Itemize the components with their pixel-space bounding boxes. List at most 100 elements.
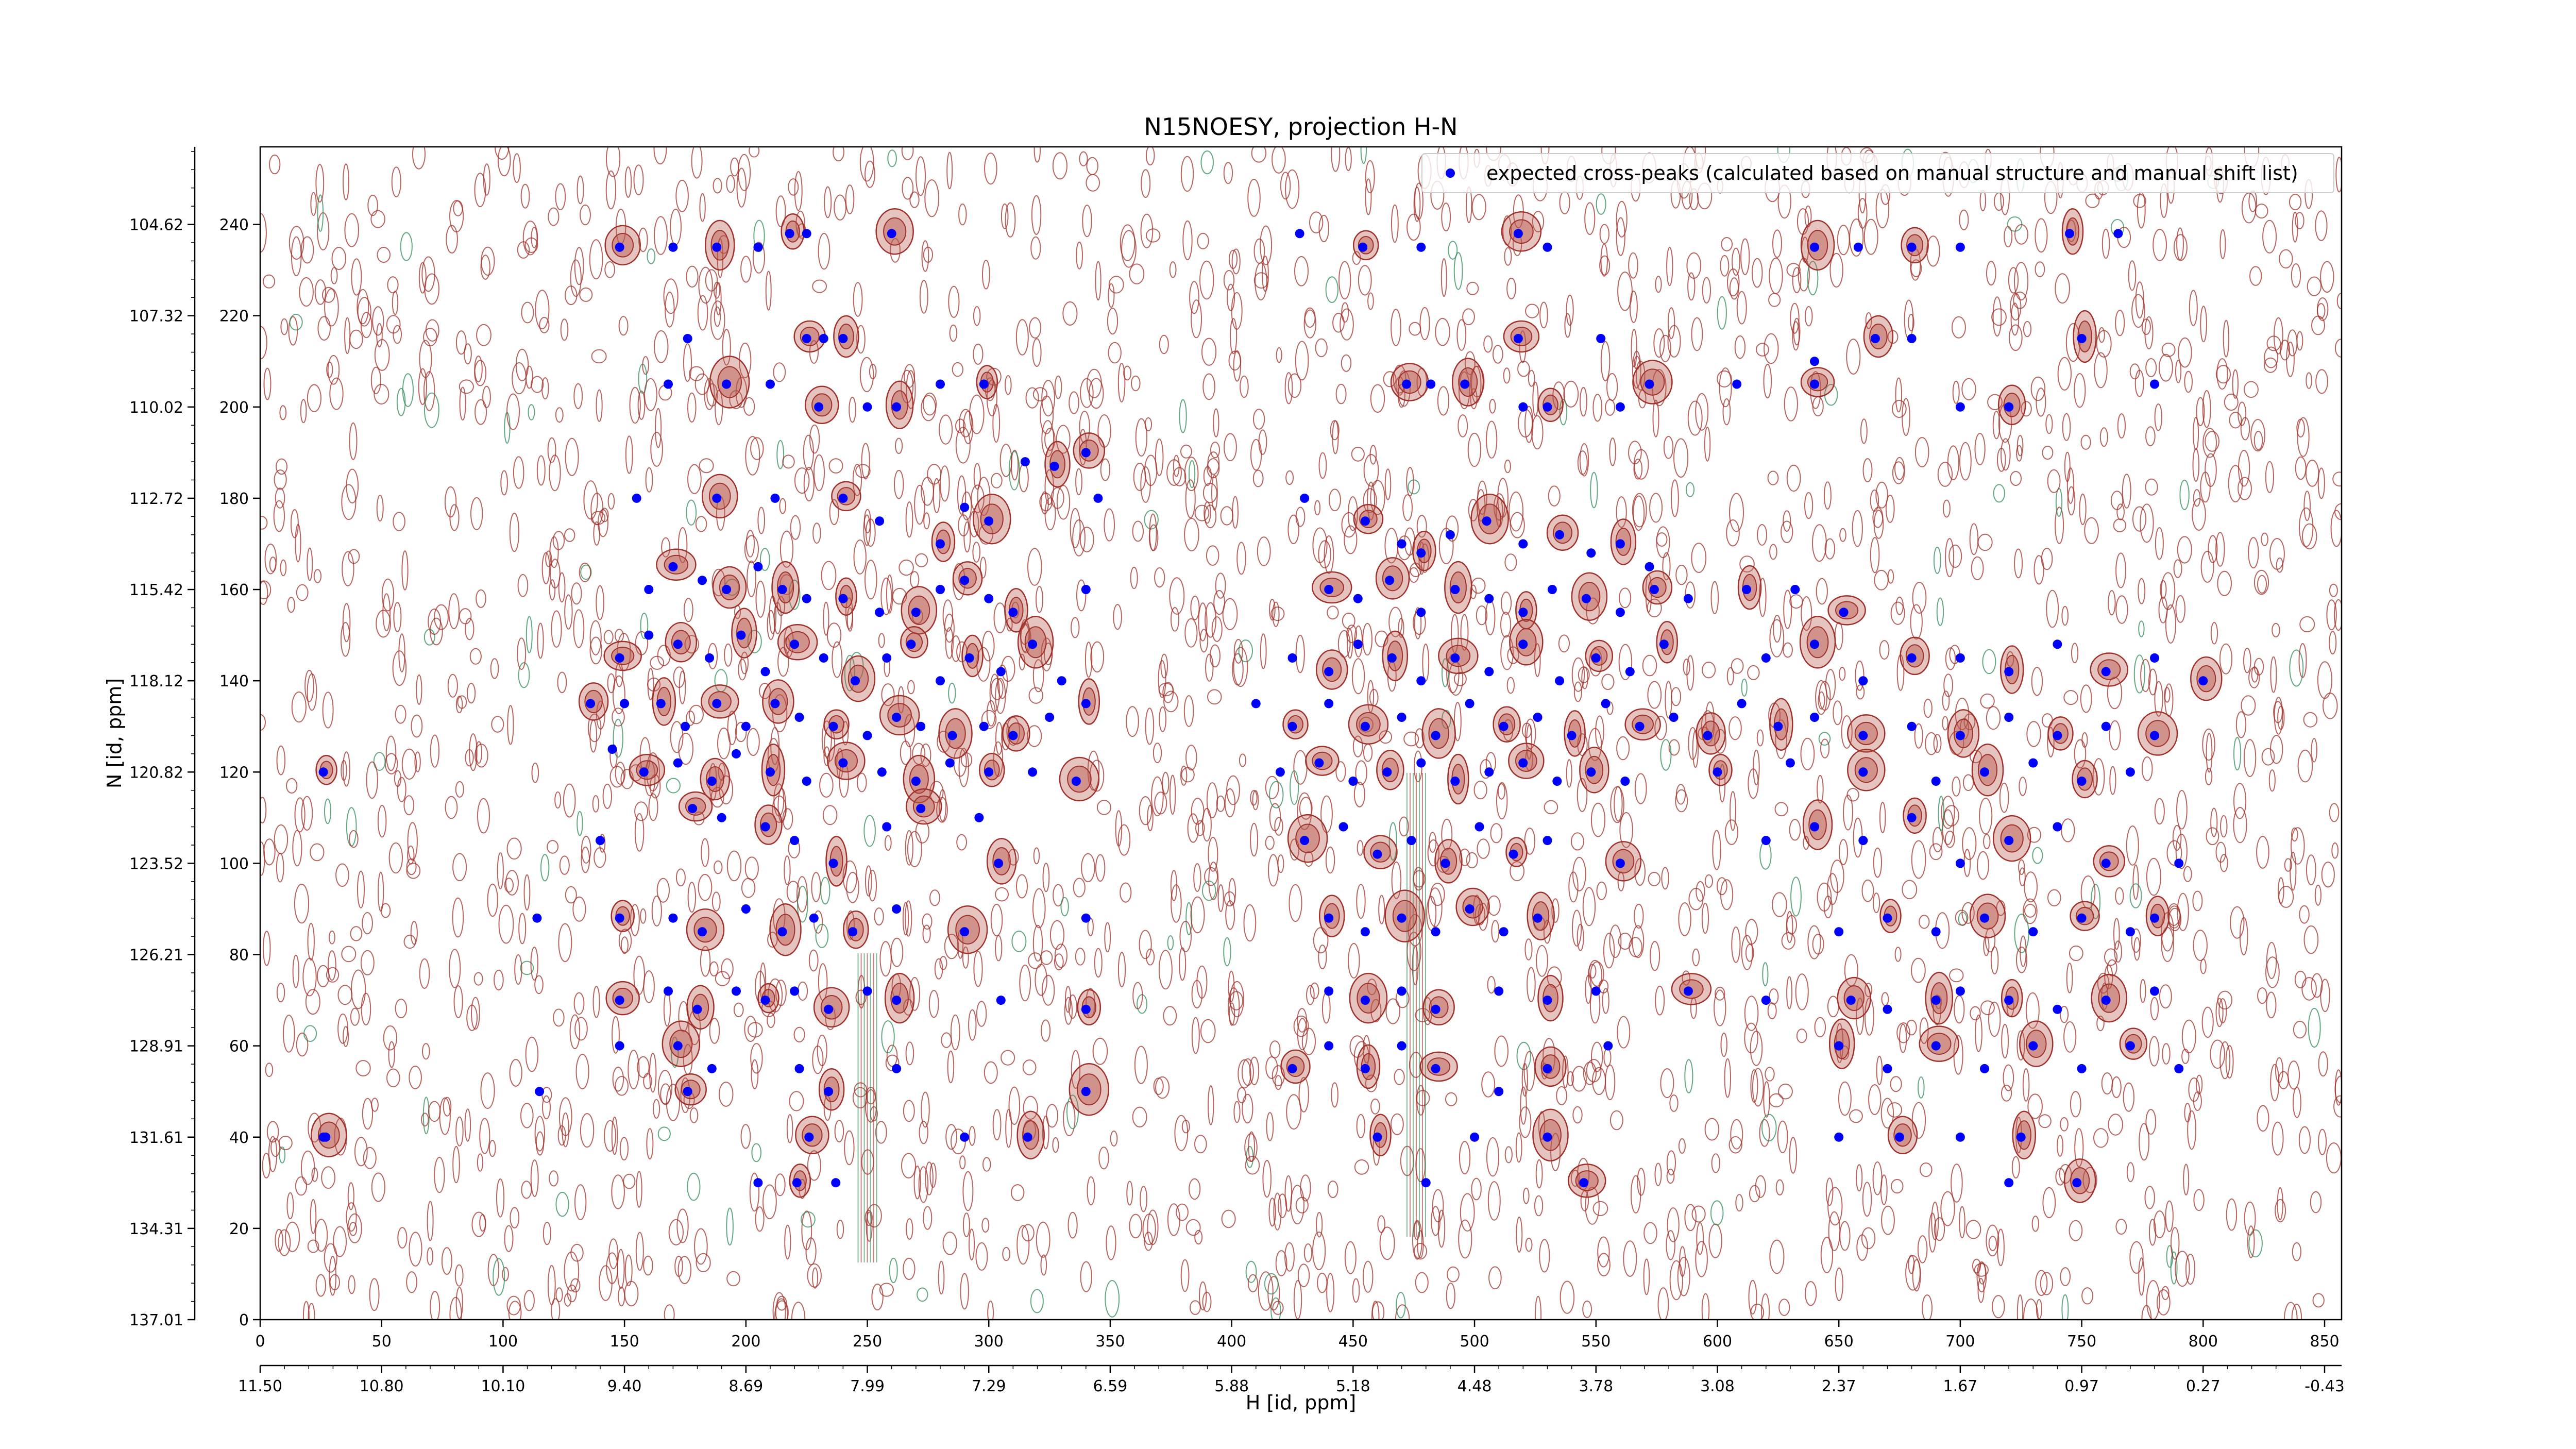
cross-peak-point [620, 699, 630, 709]
noise-contour [959, 409, 973, 437]
noise-contour [1778, 1083, 1793, 1100]
noise-contour [2219, 1041, 2231, 1080]
noise-contour [2266, 991, 2277, 1019]
noise-contour [2146, 1280, 2160, 1320]
noise-contour [2333, 1095, 2342, 1118]
noise-contour [1180, 156, 1194, 192]
noise-contour [944, 934, 959, 959]
noise-contour [1879, 640, 1890, 660]
noise-contour [1199, 260, 1214, 300]
noise-contour [1952, 380, 1960, 404]
noise-contour [1223, 162, 1233, 184]
noise-contour [868, 870, 877, 902]
cross-peak-point [707, 1064, 717, 1073]
noise-contour [2146, 857, 2161, 896]
noise-contour [1747, 665, 1760, 680]
noise-contour [1196, 965, 1208, 999]
noise-contour [2206, 827, 2219, 846]
noise-contour [1679, 1246, 1686, 1277]
noise-contour [2296, 331, 2303, 351]
noise-contour [1269, 803, 1281, 832]
cross-peak-point [960, 927, 970, 937]
noise-contour [821, 720, 832, 758]
noise-contour [1437, 1209, 1446, 1248]
noise-contour [1752, 1068, 1764, 1107]
noise-contour [2275, 1199, 2286, 1223]
cross-peak-point [732, 986, 741, 996]
noise-contour [307, 673, 317, 711]
noise-contour [684, 635, 699, 654]
noise-contour [1030, 236, 1041, 260]
noise-contour [986, 700, 996, 727]
noise-contour [2055, 507, 2064, 544]
noise-contour [1948, 544, 1962, 568]
cross-peak-point [753, 242, 763, 252]
cross-peak-point [760, 822, 770, 832]
y-ppm-tick-label: 110.02 [129, 399, 183, 417]
noise-contour [1975, 1014, 1982, 1052]
noise-contour [903, 1100, 915, 1122]
noise-contour [1773, 615, 1782, 643]
noise-contour [2047, 727, 2055, 757]
noise-contour [453, 985, 463, 1018]
noise-contour [1228, 970, 1235, 1002]
cross-peak-point [2077, 1064, 2087, 1073]
noise-contour [330, 267, 338, 284]
noise-contour [2145, 358, 2157, 377]
noise-contour [1786, 976, 1793, 1009]
noise-contour [991, 473, 1003, 488]
cross-peak-point [960, 576, 970, 585]
noise-contour [1490, 823, 1503, 844]
noise-contour [1327, 1181, 1338, 1198]
cross-peak-point [639, 767, 649, 777]
cross-peak-point [1543, 1064, 1552, 1073]
noise-contour [1861, 1227, 1876, 1250]
noise-contour [1728, 1136, 1742, 1154]
noise-contour [1187, 813, 1199, 843]
noise-contour [1265, 835, 1275, 850]
noise-contour [494, 969, 504, 991]
noise-contour [565, 285, 578, 306]
cross-peak-point [887, 229, 896, 239]
noise-contour [1032, 387, 1048, 401]
noise-contour [370, 366, 382, 394]
noise-contour [2219, 854, 2228, 872]
noise-contour [1419, 307, 1430, 341]
noise-contour [2314, 884, 2321, 906]
noise-contour [923, 1206, 933, 1230]
noise-contour [2148, 1219, 2157, 1246]
noise-contour [1088, 378, 1104, 409]
noise-contour [260, 797, 267, 823]
noise-contour [536, 455, 546, 486]
noise-contour [1360, 147, 1367, 164]
noise-contour [919, 280, 928, 314]
noise-contour [801, 1210, 812, 1251]
noise-contour [2014, 224, 2028, 245]
noise-contour [1894, 947, 1902, 962]
noise-contour [757, 507, 765, 534]
noise-contour [406, 858, 417, 875]
noise-contour [1318, 945, 1327, 969]
noise-contour [1129, 1214, 1143, 1239]
noise-contour [1954, 995, 1965, 1024]
noise-contour [2116, 503, 2125, 520]
noise-contour [1371, 1301, 1380, 1320]
noise-contour [1297, 1018, 1308, 1051]
noise-contour [1041, 380, 1055, 417]
noise-contour [549, 579, 556, 601]
noise-contour [344, 317, 351, 355]
noise-contour [1600, 243, 1608, 277]
cross-peak-point [851, 676, 860, 686]
noise-contour [2007, 216, 2023, 232]
noise-contour [1653, 328, 1665, 358]
noise-contour [1728, 716, 1742, 740]
noise-contour [340, 622, 351, 657]
noise-contour [1963, 713, 1976, 731]
noise-contour [1763, 1081, 1770, 1118]
noise-contour [342, 751, 350, 787]
noise-contour [260, 841, 265, 876]
noise-contour [842, 721, 849, 746]
noise-contour [346, 468, 359, 503]
noise-contour [657, 1126, 671, 1141]
cross-peak-point [1870, 334, 1880, 343]
